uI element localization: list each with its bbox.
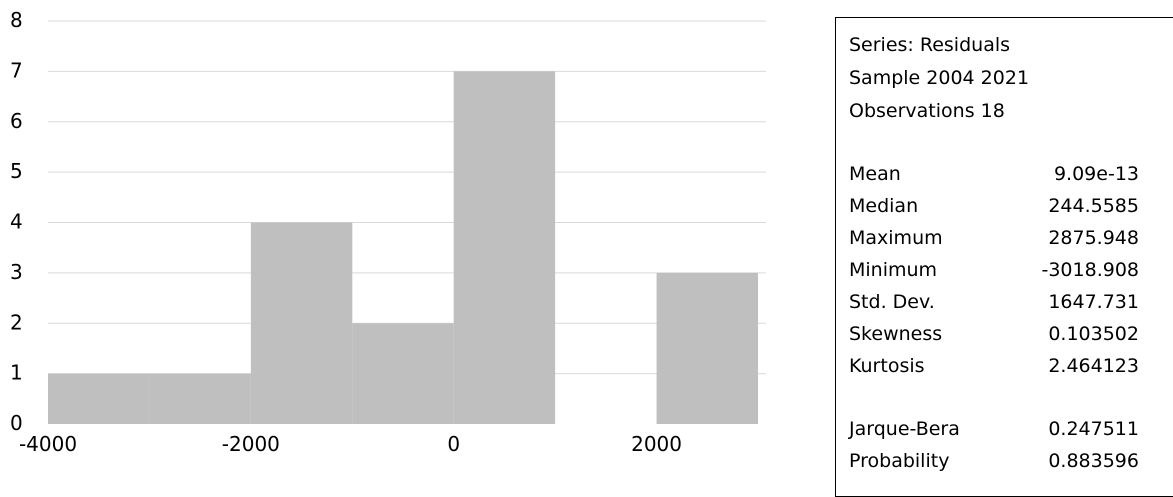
stat-label: Kurtosis — [849, 355, 925, 377]
stat-row-maximum: Maximum 2875.948 — [836, 227, 1173, 257]
y-tick-label: 4 — [10, 210, 23, 234]
x-tick-label: -4000 — [19, 432, 77, 456]
sample-range: Sample 2004 2021 — [849, 67, 1030, 89]
stat-label: Probability — [849, 450, 950, 472]
stat-label: Jarque-Bera — [849, 418, 960, 440]
stat-value: 1647.731 — [1048, 291, 1139, 313]
stat-label: Mean — [849, 163, 901, 185]
y-tick-label: 2 — [10, 310, 23, 334]
series-name: Series: Residuals — [849, 34, 1011, 56]
stat-row-minimum: Minimum -3018.908 — [836, 259, 1173, 289]
y-tick-label: 3 — [10, 260, 23, 284]
histogram-bar — [48, 373, 150, 424]
y-axis-tick-labels: 0 1 2 3 4 5 6 7 8 — [10, 8, 23, 435]
y-tick-label: 1 — [10, 361, 23, 385]
y-tick-label: 0 — [10, 411, 23, 435]
stat-value: 2875.948 — [1048, 227, 1139, 249]
stat-row-jarque-bera: Jarque-Bera 0.247511 — [836, 418, 1173, 448]
histogram-bar — [352, 323, 454, 424]
stat-value: 0.883596 — [1048, 450, 1139, 472]
stat-row-kurtosis: Kurtosis 2.464123 — [836, 355, 1173, 385]
stat-row-std-dev: Std. Dev. 1647.731 — [836, 291, 1173, 321]
observations-count: Observations 18 — [849, 100, 1005, 122]
stat-label: Std. Dev. — [849, 291, 935, 313]
histogram-bar — [453, 71, 556, 424]
y-tick-label: 6 — [10, 109, 23, 133]
histogram-bar — [250, 222, 353, 424]
stat-label: Skewness — [849, 323, 943, 345]
histogram-bar — [149, 373, 251, 424]
stat-value: 0.103502 — [1048, 323, 1139, 345]
histogram-bar — [656, 272, 758, 424]
y-tick-label: 5 — [10, 159, 23, 183]
histogram-bars — [48, 71, 758, 424]
stat-label: Maximum — [849, 227, 943, 249]
stat-value: 9.09e-13 — [1053, 163, 1139, 185]
y-tick-label: 8 — [10, 8, 23, 32]
stat-value: 0.247511 — [1048, 418, 1139, 440]
x-tick-label: 2000 — [631, 432, 682, 456]
stat-label: Median — [849, 195, 919, 217]
stat-row-probability: Probability 0.883596 — [836, 450, 1173, 480]
stat-row-median: Median 244.5585 — [836, 195, 1173, 225]
y-tick-label: 7 — [10, 58, 23, 82]
stat-value: 2.464123 — [1048, 355, 1139, 377]
stat-row-mean: Mean 9.09e-13 — [836, 163, 1173, 193]
histogram-chart: 0 1 2 3 4 5 6 7 8 -4000 -2000 0 2000 — [10, 8, 766, 456]
stat-label: Minimum — [849, 259, 938, 281]
x-tick-label: 0 — [447, 432, 460, 456]
stat-value: -3018.908 — [1041, 259, 1139, 281]
stat-value: 244.5585 — [1048, 195, 1139, 217]
x-tick-label: -2000 — [222, 432, 280, 456]
stat-row-skewness: Skewness 0.103502 — [836, 323, 1173, 353]
grid-lines — [48, 20, 766, 375]
x-axis-tick-labels: -4000 -2000 0 2000 — [19, 432, 682, 456]
statistics-panel: Series: Residuals Sample 2004 2021 Obser… — [835, 17, 1173, 497]
